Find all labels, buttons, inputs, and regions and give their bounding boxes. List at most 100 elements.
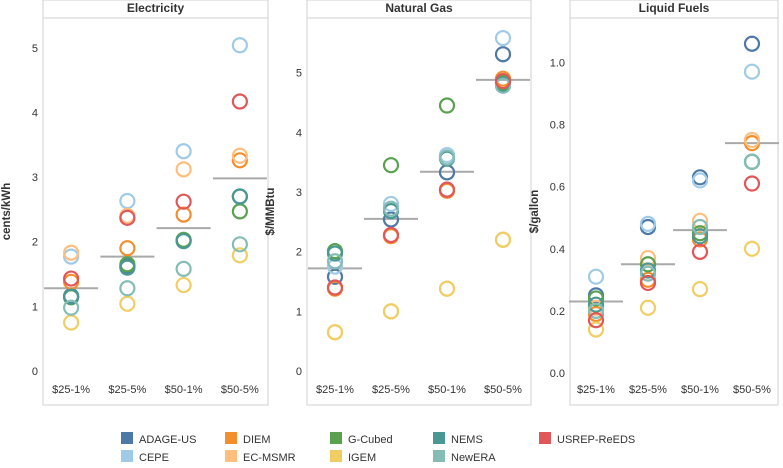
x-tick-label: $25-5% <box>372 384 410 396</box>
data-point <box>743 35 761 52</box>
x-tick-label: $25-5% <box>108 384 146 396</box>
y-tick-label: 1.0 <box>550 57 565 69</box>
x-tick-label: $50-1% <box>681 384 719 396</box>
data-point <box>438 181 456 198</box>
y-axis-title: cents/kWh <box>1 183 13 241</box>
data-point <box>438 280 456 297</box>
legend-label: EC-MSMR <box>243 452 296 464</box>
legend-label: CEPE <box>139 452 169 464</box>
data-point <box>639 274 657 292</box>
y-tick-label: 1 <box>296 306 302 318</box>
panel-title: Natural Gas <box>385 1 453 15</box>
panel-title: Electricity <box>127 1 185 15</box>
data-point <box>231 152 248 169</box>
panel-title-band <box>42 0 269 19</box>
data-point <box>639 215 657 233</box>
x-tick-label: $50-1% <box>428 384 466 396</box>
data-point <box>691 228 709 245</box>
data-point <box>639 249 657 267</box>
y-tick-label: 5 <box>32 43 38 55</box>
data-point <box>326 324 344 341</box>
data-point <box>494 77 512 94</box>
data-point <box>743 175 761 192</box>
data-point <box>587 290 605 307</box>
y-tick-label: 1 <box>32 301 38 313</box>
data-point <box>63 288 80 305</box>
data-point <box>494 46 512 63</box>
panel-title-band <box>306 0 532 19</box>
y-tick-label: 0.4 <box>550 244 565 256</box>
data-point <box>231 236 248 253</box>
panel-frame <box>42 17 269 406</box>
data-point <box>743 240 761 257</box>
panel-title-band <box>569 0 779 19</box>
data-point <box>382 157 400 174</box>
data-point <box>382 226 400 244</box>
legend-swatch <box>330 432 342 444</box>
y-tick-label: 3 <box>296 187 302 199</box>
data-point <box>326 253 344 270</box>
legend-label: G-Cubed <box>348 434 393 446</box>
legend-swatch <box>433 450 445 462</box>
x-tick-label: $25-1% <box>316 384 354 396</box>
data-point <box>587 312 605 329</box>
data-point <box>119 192 136 210</box>
x-tick-label: $25-1% <box>577 384 615 396</box>
data-point <box>119 280 136 297</box>
data-point <box>382 211 400 228</box>
data-point <box>231 93 248 110</box>
y-tick-label: 0.0 <box>550 368 565 380</box>
x-tick-label: $25-5% <box>629 384 667 396</box>
data-point <box>231 203 248 220</box>
legend-label: DIEM <box>243 434 271 446</box>
data-point <box>119 240 136 257</box>
y-tick-label: 0 <box>296 366 302 378</box>
data-point <box>691 172 709 189</box>
data-point <box>119 295 136 312</box>
panel-title: Liquid Fuels <box>639 1 710 15</box>
data-point <box>231 147 248 164</box>
legend-swatch <box>225 432 237 444</box>
data-point <box>63 273 80 290</box>
data-point <box>63 244 80 261</box>
data-point <box>382 200 400 217</box>
data-point <box>639 265 657 282</box>
data-point <box>587 302 605 319</box>
legend-label: NEMS <box>451 434 483 446</box>
legend-swatch <box>433 432 445 444</box>
data-point <box>119 259 136 276</box>
legend-label: IGEM <box>348 452 376 464</box>
data-point <box>743 153 761 170</box>
x-tick-label: $25-1% <box>52 384 90 396</box>
data-point <box>743 63 761 80</box>
data-point <box>175 143 192 160</box>
data-point <box>382 303 400 320</box>
data-point <box>175 260 192 277</box>
data-point <box>587 321 605 338</box>
data-point <box>494 231 512 248</box>
x-tick-label: $50-5% <box>221 384 259 396</box>
data-point <box>175 193 192 210</box>
data-point <box>119 209 136 226</box>
data-point <box>231 247 248 264</box>
y-axis-title: $/MMBtu <box>265 188 277 236</box>
data-point <box>63 299 80 316</box>
legend-swatch <box>539 432 551 444</box>
x-tick-label: $50-5% <box>484 384 522 396</box>
data-point <box>326 268 344 285</box>
data-point <box>175 276 192 294</box>
y-tick-label: 0.6 <box>550 182 565 194</box>
data-point <box>587 296 605 313</box>
y-tick-label: 4 <box>32 107 38 119</box>
legend-swatch <box>225 450 237 462</box>
y-tick-label: 2 <box>296 247 302 259</box>
x-tick-label: $50-1% <box>165 384 203 396</box>
data-point <box>639 256 657 273</box>
data-point <box>231 37 248 54</box>
legend-label: ADAGE-US <box>139 434 196 446</box>
y-tick-label: 2 <box>32 237 38 249</box>
legend-swatch <box>121 450 133 462</box>
data-point <box>63 270 80 287</box>
x-tick-label: $50-5% <box>733 384 771 396</box>
